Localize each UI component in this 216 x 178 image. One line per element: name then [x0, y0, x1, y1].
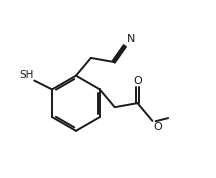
Text: O: O	[153, 122, 162, 132]
Text: N: N	[127, 34, 135, 44]
Text: SH: SH	[19, 70, 33, 80]
Text: O: O	[133, 76, 142, 86]
